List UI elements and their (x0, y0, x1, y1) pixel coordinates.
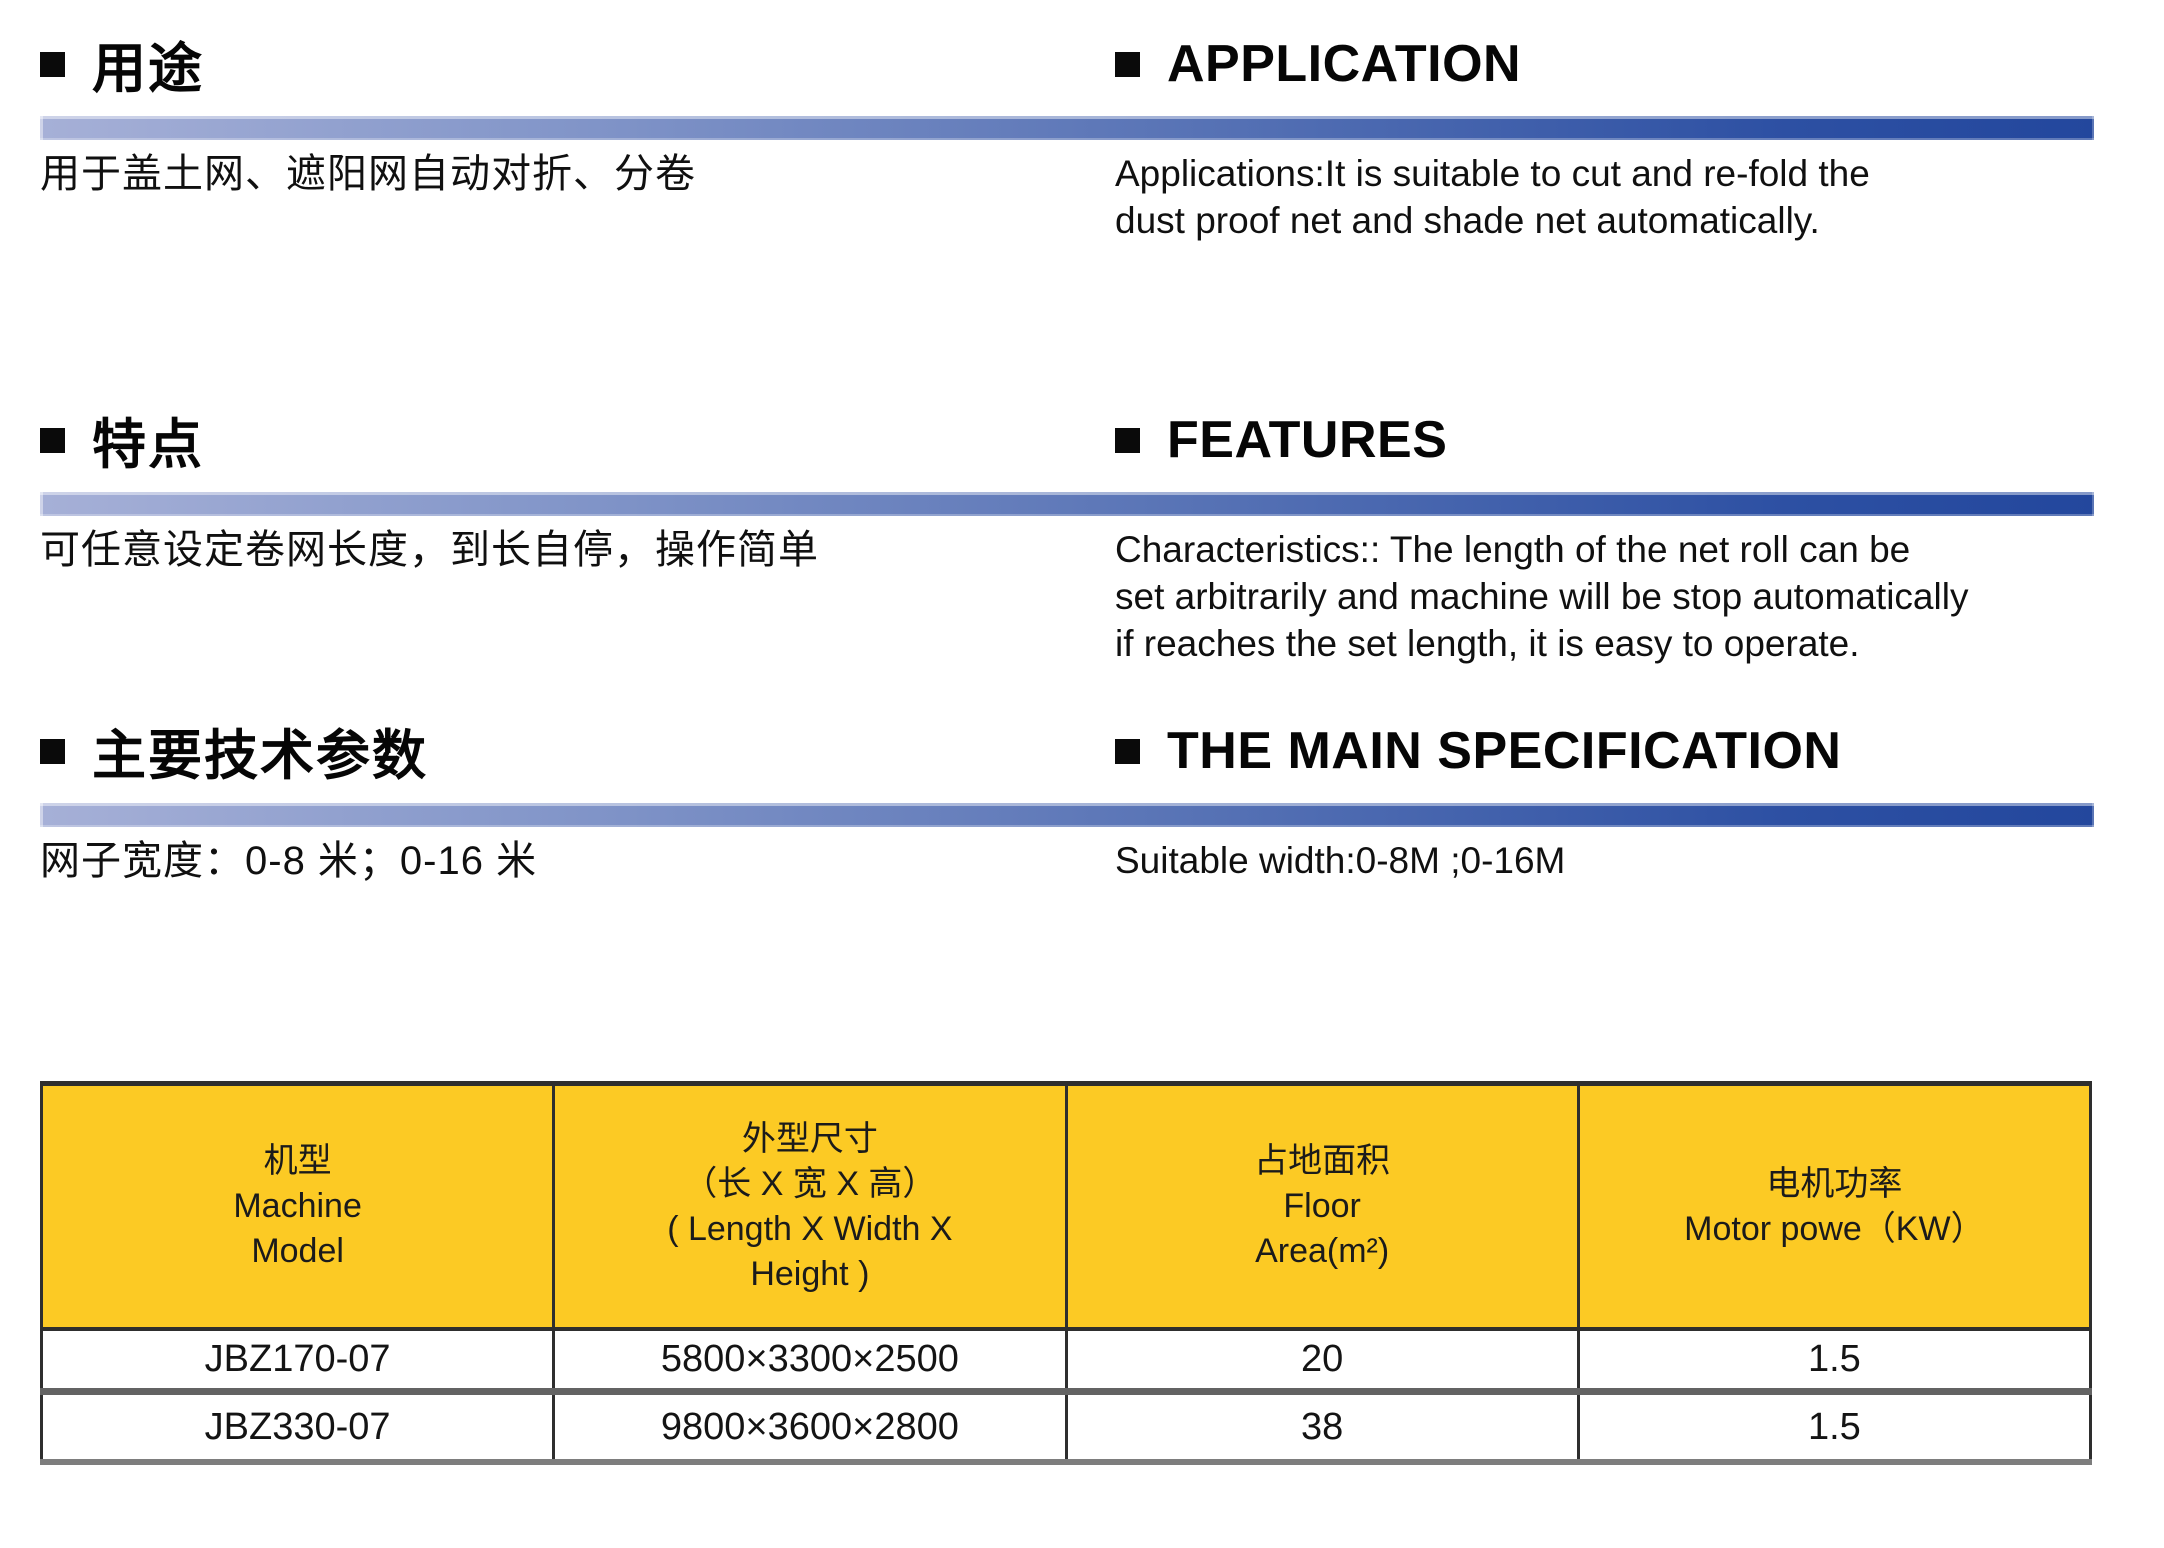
zh-heading-specification: 主要技术参数 (40, 711, 1115, 790)
en-body-application: Applications:It is suitable to cut and r… (1115, 150, 2094, 244)
gradient-divider-bar (40, 116, 2094, 140)
body-line: 可任意设定卷网长度，到长自停，操作简单 (40, 528, 819, 572)
header-line: Motor powe（KW） (1684, 1209, 1985, 1248)
cell-floor-area: 38 (1064, 1390, 1580, 1465)
square-bullet-icon (1115, 52, 1140, 77)
col-header-machine-model: 机型 Machine Model (39, 1081, 556, 1331)
body-line: if reaches the set length, it is easy to… (1115, 623, 1860, 664)
body-line: dust proof net and shade net automatical… (1115, 200, 1820, 241)
square-bullet-icon (40, 52, 65, 77)
zh-body-features: 可任意设定卷网长度，到长自停，操作简单 (40, 526, 1115, 667)
col-header-dimensions: 外型尺寸 （长 X 宽 X 高） ( Length X Width X Heig… (552, 1081, 1068, 1331)
zh-heading-features: 特点 (40, 400, 1115, 479)
section-title-zh: 用途 (92, 39, 204, 99)
body-line: 网子宽度：0-8 米；0-16 米 (40, 839, 538, 883)
header-line: Machine (233, 1187, 362, 1225)
section-body-row: 可任意设定卷网长度，到长自停，操作简单 Characteristics:: Th… (40, 526, 2094, 667)
section-title-en: THE MAIN SPECIFICATION (1167, 721, 1842, 780)
header-line: 占地面积 (1254, 1142, 1391, 1180)
zh-body-specification: 网子宽度：0-8 米；0-16 米 (40, 837, 1115, 885)
header-line: Model (251, 1232, 344, 1270)
col-header-motor-power: 电机功率 Motor powe（KW） (1576, 1081, 2093, 1331)
section-title-en: APPLICATION (1167, 34, 1522, 93)
header-line: 机型 (263, 1142, 332, 1180)
cell-dimensions: 9800×3600×2800 (552, 1390, 1068, 1465)
col-header-floor-area: 占地面积 Floor Area(m²) (1064, 1081, 1580, 1331)
section-main-specification: 主要技术参数 THE MAIN SPECIFICATION 网子宽度：0-8 米… (40, 711, 2094, 885)
square-bullet-icon (40, 739, 65, 764)
section-heading-row: 特点 FEATURES (40, 400, 2094, 475)
spec-table: 机型 Machine Model 外型尺寸 （长 X 宽 X 高） ( Leng… (39, 1081, 2093, 1465)
square-bullet-icon (1115, 428, 1140, 453)
en-body-features: Characteristics:: The length of the net … (1115, 526, 2094, 667)
section-body-row: 网子宽度：0-8 米；0-16 米 Suitable width:0-8M ;0… (40, 837, 2094, 885)
square-bullet-icon (1115, 739, 1140, 764)
body-line: 用于盖土网、遮阳网自动对折、分卷 (40, 152, 696, 196)
header-line: 电机功率 (1766, 1164, 1903, 1203)
header-line: Height ) (750, 1254, 870, 1293)
header-line: （长 X 宽 X 高） (683, 1164, 937, 1203)
table-row: JBZ330-07 9800×3600×2800 38 1.5 (39, 1390, 2093, 1465)
section-features: 特点 FEATURES 可任意设定卷网长度，到长自停，操作简单 Characte… (40, 400, 2094, 667)
section-title-en: FEATURES (1167, 410, 1448, 469)
spec-table-body: JBZ170-07 5800×3300×2500 20 1.5 JBZ330-0… (39, 1327, 2093, 1465)
header-line: ( Length X Width X (667, 1209, 953, 1248)
cell-motor-power: 1.5 (1576, 1390, 2093, 1465)
body-line: Suitable width:0-8M ;0-16M (1115, 840, 1566, 881)
section-body-row: 用于盖土网、遮阳网自动对折、分卷 Applications:It is suit… (40, 150, 2094, 244)
header-line: Area(m²) (1255, 1232, 1390, 1270)
section-application: 用途 APPLICATION 用于盖土网、遮阳网自动对折、分卷 Applicat… (40, 24, 2094, 244)
cell-floor-area: 20 (1064, 1327, 1580, 1395)
en-heading-application: APPLICATION (1115, 34, 2094, 94)
en-body-specification: Suitable width:0-8M ;0-16M (1115, 837, 2094, 885)
body-line: set arbitrarily and machine will be stop… (1115, 576, 1969, 617)
section-title-zh: 主要技术参数 (92, 726, 428, 786)
cell-model: JBZ330-07 (39, 1390, 556, 1465)
table-row: JBZ170-07 5800×3300×2500 20 1.5 (39, 1327, 2093, 1395)
cell-motor-power: 1.5 (1576, 1327, 2093, 1395)
gradient-divider-bar (40, 803, 2094, 827)
square-bullet-icon (40, 428, 65, 453)
spec-table-header: 机型 Machine Model 外型尺寸 （长 X 宽 X 高） ( Leng… (39, 1081, 2093, 1331)
header-line: 外型尺寸 (741, 1119, 878, 1158)
en-heading-specification: THE MAIN SPECIFICATION (1115, 721, 2094, 781)
body-line: Applications:It is suitable to cut and r… (1115, 153, 1870, 194)
header-row: 机型 Machine Model 外型尺寸 （长 X 宽 X 高） ( Leng… (39, 1081, 2093, 1331)
header-line: Floor (1283, 1187, 1361, 1225)
gradient-divider-bar (40, 492, 2094, 516)
en-heading-features: FEATURES (1115, 410, 2094, 470)
zh-body-application: 用于盖土网、遮阳网自动对折、分卷 (40, 150, 1115, 244)
cell-dimensions: 5800×3300×2500 (552, 1327, 1068, 1395)
body-line: Characteristics:: The length of the net … (1115, 529, 1911, 570)
section-title-zh: 特点 (92, 415, 204, 475)
zh-heading-application: 用途 (40, 24, 1115, 103)
cell-model: JBZ170-07 (39, 1327, 556, 1395)
section-heading-row: 主要技术参数 THE MAIN SPECIFICATION (40, 711, 2094, 786)
section-heading-row: 用途 APPLICATION (40, 24, 2094, 99)
